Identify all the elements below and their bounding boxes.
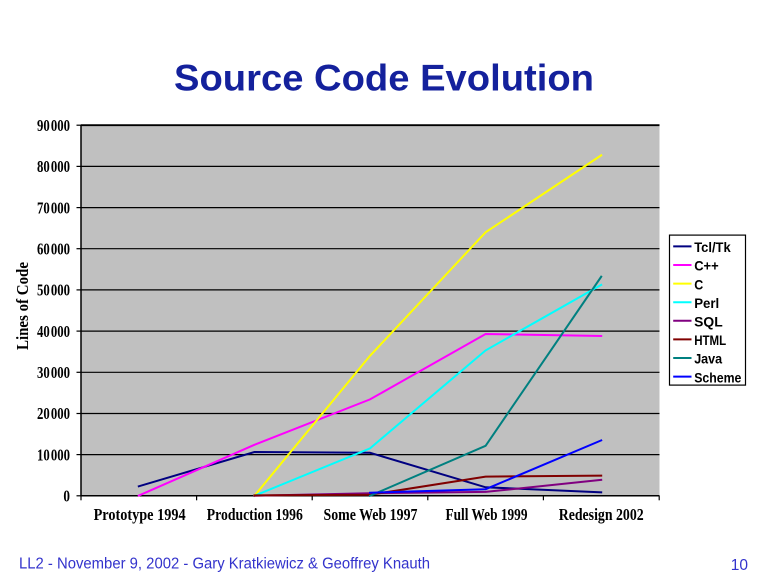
svg-text:C: C — [694, 277, 703, 292]
svg-text:20 000: 20 000 — [37, 404, 70, 423]
svg-text:Some Web 1997: Some Web 1997 — [324, 505, 418, 524]
svg-text:10: 10 — [731, 557, 749, 574]
svg-text:SQL: SQL — [694, 315, 723, 330]
svg-text:HTML: HTML — [694, 333, 726, 348]
svg-text:Lines of Code: Lines of Code — [13, 262, 32, 350]
svg-text:Full Web 1999: Full Web 1999 — [446, 505, 528, 524]
svg-text:10 000: 10 000 — [37, 445, 70, 464]
svg-text:80 000: 80 000 — [37, 157, 70, 176]
svg-text:90 000: 90 000 — [37, 116, 70, 135]
svg-text:0: 0 — [63, 487, 70, 506]
svg-text:LL2 - November 9, 2002 - Gary: LL2 - November 9, 2002 - Gary Kratkiewic… — [19, 556, 430, 573]
svg-text:Prototype 1994: Prototype 1994 — [94, 505, 186, 524]
svg-text:70 000: 70 000 — [37, 198, 70, 217]
svg-text:60 000: 60 000 — [37, 239, 70, 258]
svg-text:Scheme: Scheme — [694, 370, 742, 385]
svg-text:Perl: Perl — [694, 296, 719, 311]
svg-text:Java: Java — [694, 352, 722, 367]
svg-text:50 000: 50 000 — [37, 281, 70, 300]
svg-text:C++: C++ — [694, 259, 719, 274]
svg-text:30 000: 30 000 — [37, 363, 70, 382]
svg-text:Source Code Evolution: Source Code Evolution — [174, 58, 594, 99]
svg-text:40 000: 40 000 — [37, 322, 70, 341]
svg-text:Production 1996: Production 1996 — [207, 505, 303, 524]
svg-text:Redesign 2002: Redesign 2002 — [559, 505, 644, 524]
svg-text:Tcl/Tk: Tcl/Tk — [694, 240, 731, 255]
